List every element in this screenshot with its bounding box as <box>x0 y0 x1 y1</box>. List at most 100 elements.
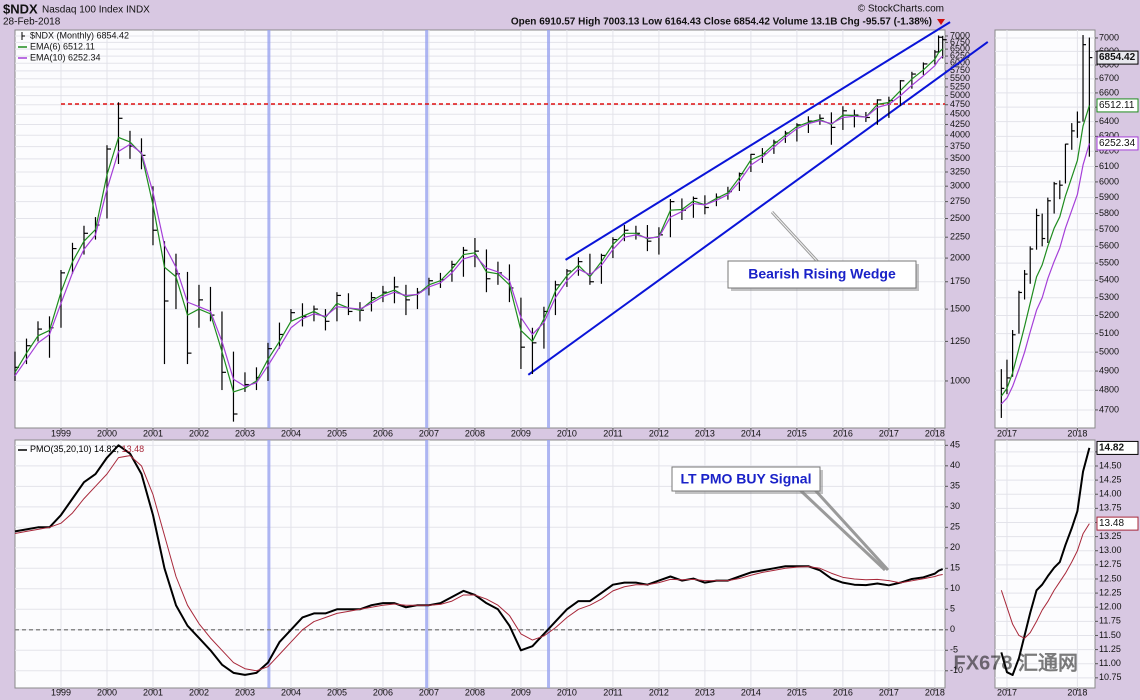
y-tick-label: 2500 <box>950 213 970 223</box>
plot-area <box>994 29 1096 429</box>
value-box-label: 13.48 <box>1099 518 1124 529</box>
annotation-box <box>727 260 917 289</box>
y-tick-label: 14.00 <box>1099 489 1122 499</box>
y-tick-label: 3750 <box>950 141 970 151</box>
date: 28-Feb-2018 <box>3 17 61 28</box>
y-tick-label: 13.00 <box>1099 545 1122 555</box>
value-box <box>1096 516 1139 531</box>
symbol-name: Nasdaq 100 Index INDX <box>42 5 150 16</box>
x-tick-label: 2007 <box>419 428 439 438</box>
y-tick-label: 5300 <box>1099 292 1119 302</box>
trendline <box>565 21 951 261</box>
x-tick-label: 2000 <box>97 428 117 438</box>
annotation-text: Bearish Rising Wedge <box>748 266 896 282</box>
y-tick-label: 4500 <box>950 109 970 119</box>
y-tick-label: 25 <box>950 522 960 532</box>
y-tick-label: 5200 <box>1099 310 1119 320</box>
series-line <box>14 48 944 393</box>
y-tick-label: 5600 <box>1099 241 1119 251</box>
y-tick-label: 12.00 <box>1099 602 1122 612</box>
x-tick-label: 2009 <box>511 428 531 438</box>
x-tick-label: 2011 <box>603 687 622 697</box>
watermark: FX678 汇通网 <box>954 651 1078 674</box>
down-arrow-icon <box>937 19 945 25</box>
y-tick-label: -5 <box>950 645 958 655</box>
y-tick-label: 6500 <box>950 43 970 53</box>
x-tick-label: 2012 <box>649 428 669 438</box>
y-tick-label: 4250 <box>950 119 970 129</box>
y-tick-label: 6000 <box>1099 176 1119 186</box>
annotation-arrow <box>813 488 890 572</box>
y-tick-label: 1000 <box>950 375 970 385</box>
x-tick-label: 2018 <box>1067 687 1087 697</box>
series-line <box>1000 447 1091 677</box>
y-tick-label: 7000 <box>950 30 970 40</box>
y-tick-label: 5700 <box>1099 224 1119 234</box>
x-tick-label: 2014 <box>741 428 761 438</box>
y-tick-label: 4750 <box>950 99 970 109</box>
x-tick-label: 2017 <box>997 428 1017 438</box>
x-tick-label: 2007 <box>419 687 439 697</box>
y-tick-label: 10.75 <box>1099 672 1122 682</box>
y-tick-label: 13.75 <box>1099 503 1122 513</box>
x-tick-label: 2009 <box>511 687 531 697</box>
value-box-label: 14.82 <box>1099 443 1124 454</box>
x-tick-label: 2013 <box>695 687 715 697</box>
legend-entry: 13.48 <box>122 444 145 454</box>
plot-area <box>994 439 1096 689</box>
y-tick-label: 5900 <box>1099 192 1119 202</box>
series-line <box>14 455 943 672</box>
y-tick-label: 15 <box>950 563 960 573</box>
y-tick-label: 13.25 <box>1099 531 1122 541</box>
y-tick-label: 2000 <box>950 252 970 262</box>
y-tick-label: 6200 <box>1099 146 1119 156</box>
y-tick-label: 45 <box>950 440 960 450</box>
x-tick-label: 2002 <box>189 687 209 697</box>
annotation-box <box>671 466 821 492</box>
y-tick-label: 14.25 <box>1099 474 1122 484</box>
y-tick-label: 6300 <box>1099 131 1119 141</box>
y-tick-label: 1250 <box>950 336 970 346</box>
y-tick-label: 12.25 <box>1099 587 1122 597</box>
value-box <box>1096 50 1139 65</box>
x-tick-label: 2004 <box>281 428 301 438</box>
y-tick-label: 4900 <box>1099 365 1119 375</box>
x-tick-label: 2005 <box>327 687 347 697</box>
plot-area <box>14 29 946 429</box>
x-tick-label: 2010 <box>557 687 577 697</box>
y-tick-label: 6700 <box>1099 73 1119 83</box>
y-tick-label: 5800 <box>1099 208 1119 218</box>
y-tick-label: 5750 <box>950 65 970 75</box>
x-tick-label: 2004 <box>281 687 301 697</box>
x-tick-label: 2015 <box>787 428 807 438</box>
y-tick-label: 5500 <box>1099 258 1119 268</box>
quote: Open 6910.57 High 7003.13 Low 6164.43 Cl… <box>511 17 932 28</box>
x-tick-label: 2017 <box>879 687 899 697</box>
x-tick-label: 2006 <box>373 687 393 697</box>
y-tick-label: 3250 <box>950 166 970 176</box>
annotations: Bearish Rising Wedge LT PMO BUY Signal <box>671 210 919 572</box>
y-tick-label: 5400 <box>1099 275 1119 285</box>
y-tick-label: 30 <box>950 501 960 511</box>
y-tick-label: 6750 <box>950 37 970 47</box>
y-tick-label: 6100 <box>1099 161 1119 171</box>
legend-label: EMA(10) 6252.34 <box>30 52 101 62</box>
x-tick-label: 2017 <box>879 428 899 438</box>
y-tick-label: 4700 <box>1099 404 1119 414</box>
x-tick-label: 2012 <box>649 687 669 697</box>
x-tick-label: 2010 <box>557 428 577 438</box>
value-box-label: 6252.34 <box>1099 138 1136 149</box>
series-line <box>1000 143 1090 405</box>
x-tick-label: 2011 <box>603 428 622 438</box>
x-tick-label: 2018 <box>925 428 945 438</box>
y-tick-label: 14.50 <box>1099 460 1122 470</box>
y-tick-label: 40 <box>950 460 960 470</box>
x-tick-label: 2008 <box>465 428 485 438</box>
x-tick-label: 2008 <box>465 687 485 697</box>
y-tick-label: 3000 <box>950 181 970 191</box>
x-tick-label: 2015 <box>787 687 807 697</box>
y-tick-label: 5500 <box>950 73 970 83</box>
x-tick-label: 2003 <box>235 687 255 697</box>
